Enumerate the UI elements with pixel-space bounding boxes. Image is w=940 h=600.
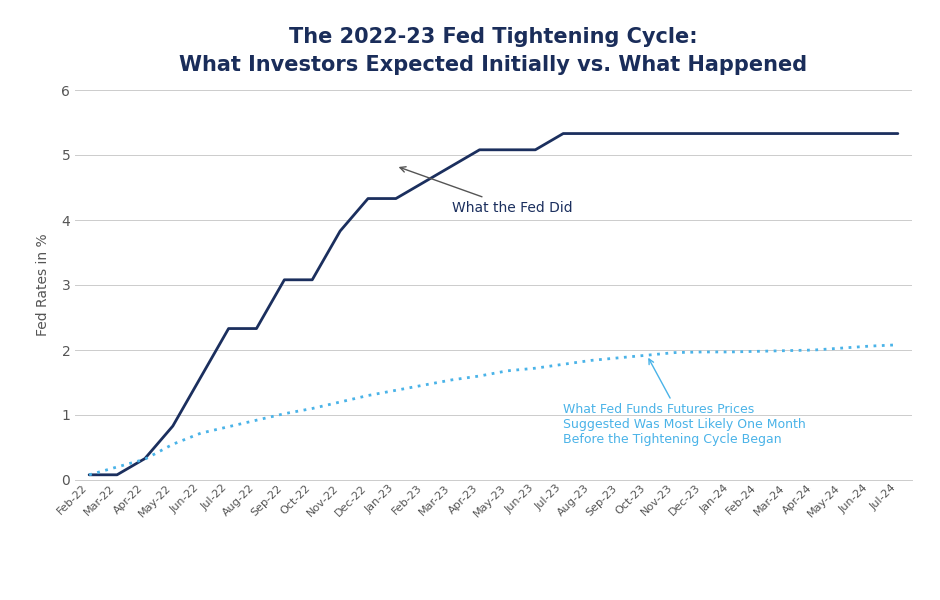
Title: The 2022-23 Fed Tightening Cycle:
What Investors Expected Initially vs. What Hap: The 2022-23 Fed Tightening Cycle: What I… bbox=[180, 28, 807, 74]
Text: What Fed Funds Futures Prices
Suggested Was Most Likely One Month
Before the Tig: What Fed Funds Futures Prices Suggested … bbox=[563, 359, 806, 446]
Text: What the Fed Did: What the Fed Did bbox=[400, 167, 572, 214]
Y-axis label: Fed Rates in %: Fed Rates in % bbox=[37, 233, 51, 337]
